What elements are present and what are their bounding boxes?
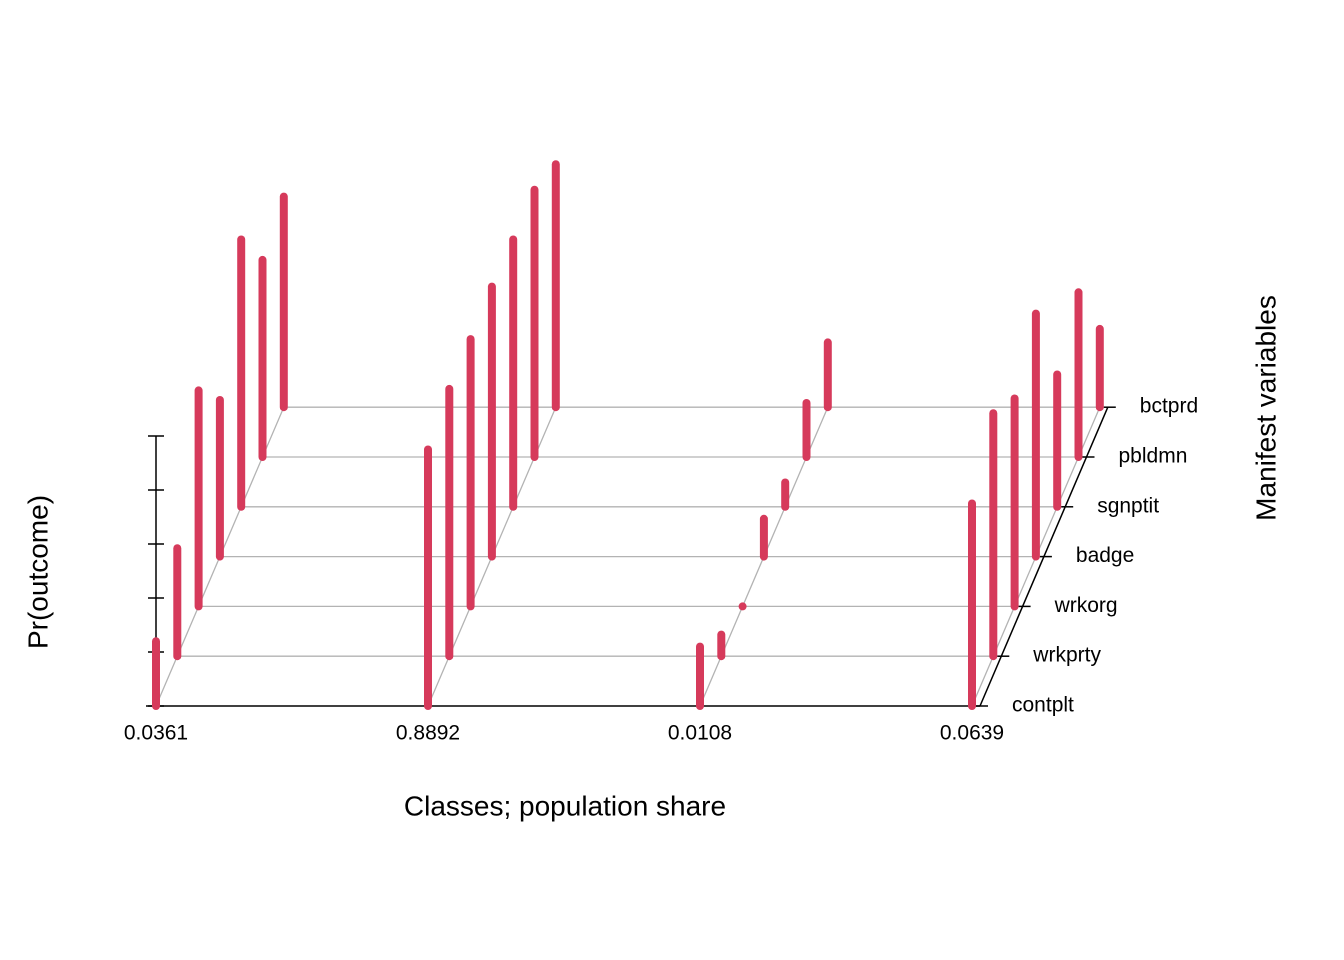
x-tick-label: 0.0639 bbox=[940, 722, 1004, 745]
z-tick-label: badge bbox=[1076, 544, 1134, 567]
x-axis-title: Classes; population share bbox=[404, 790, 726, 821]
z-tick-label: wrkorg bbox=[1054, 594, 1118, 617]
y-axis-title: Pr(outcome) bbox=[22, 495, 53, 649]
x-tick-label: 0.0108 bbox=[668, 722, 732, 745]
x-tick-label: 0.8892 bbox=[396, 722, 460, 745]
x-tick-label: 0.0361 bbox=[124, 722, 188, 745]
z-tick-label: wrkprty bbox=[1032, 644, 1101, 667]
z-tick-label: bctprd bbox=[1140, 395, 1198, 418]
z-axis-title: Manifest variables bbox=[1250, 295, 1281, 521]
z-tick-label: sgnptit bbox=[1097, 494, 1159, 517]
z-tick-label: contplt bbox=[1012, 694, 1074, 717]
z-tick-label: pbldmn bbox=[1119, 445, 1188, 468]
